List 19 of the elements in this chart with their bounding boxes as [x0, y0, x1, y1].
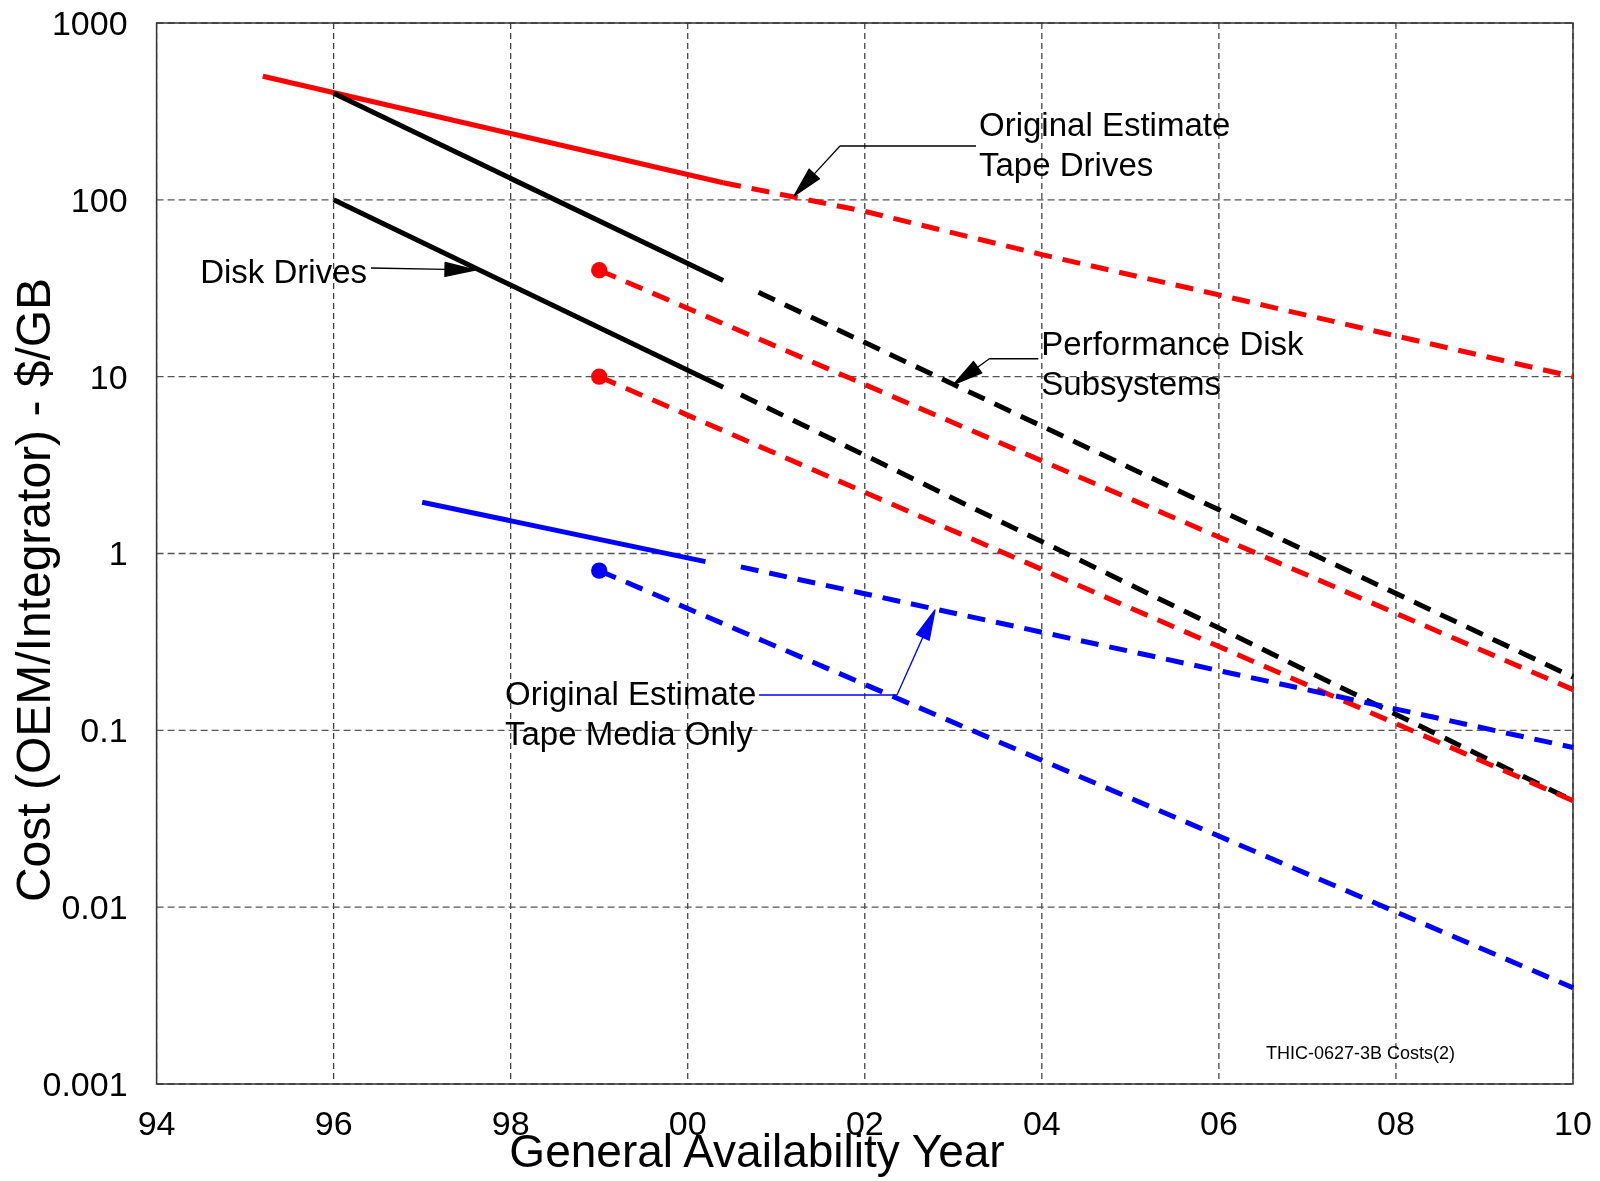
x-tick-label: 06 [1199, 1104, 1238, 1142]
annotation: Performance Disk Subsystems [1041, 324, 1305, 402]
y-tick-label: 0.1 [80, 711, 128, 750]
y-tick-label: 1 [108, 534, 128, 573]
y-tick-label: 1000 [51, 3, 128, 42]
x-tick-label: 10 [1554, 1104, 1592, 1142]
x-tick-label: 94 [137, 1104, 176, 1142]
y-tick-label: 0.001 [42, 1064, 128, 1103]
x-tick-label: 08 [1377, 1104, 1415, 1142]
x-tick-label: 96 [314, 1104, 353, 1142]
y-tick-label: 100 [70, 180, 128, 219]
y-tick-label: 0.01 [61, 888, 128, 927]
annotation: Original Estimate Tape Drives [979, 106, 1231, 183]
annotation: Original Estimate Tape Media Only [505, 675, 757, 752]
annotation: THIC-0627-3B Costs(2) [1265, 1043, 1455, 1063]
annotation: Disk Drives [200, 253, 367, 290]
y-tick-label: 10 [89, 357, 128, 396]
x-tick-label: 04 [1022, 1104, 1061, 1142]
y-axis-title: Cost (OEM/Integrator) - $/GB [7, 277, 60, 903]
